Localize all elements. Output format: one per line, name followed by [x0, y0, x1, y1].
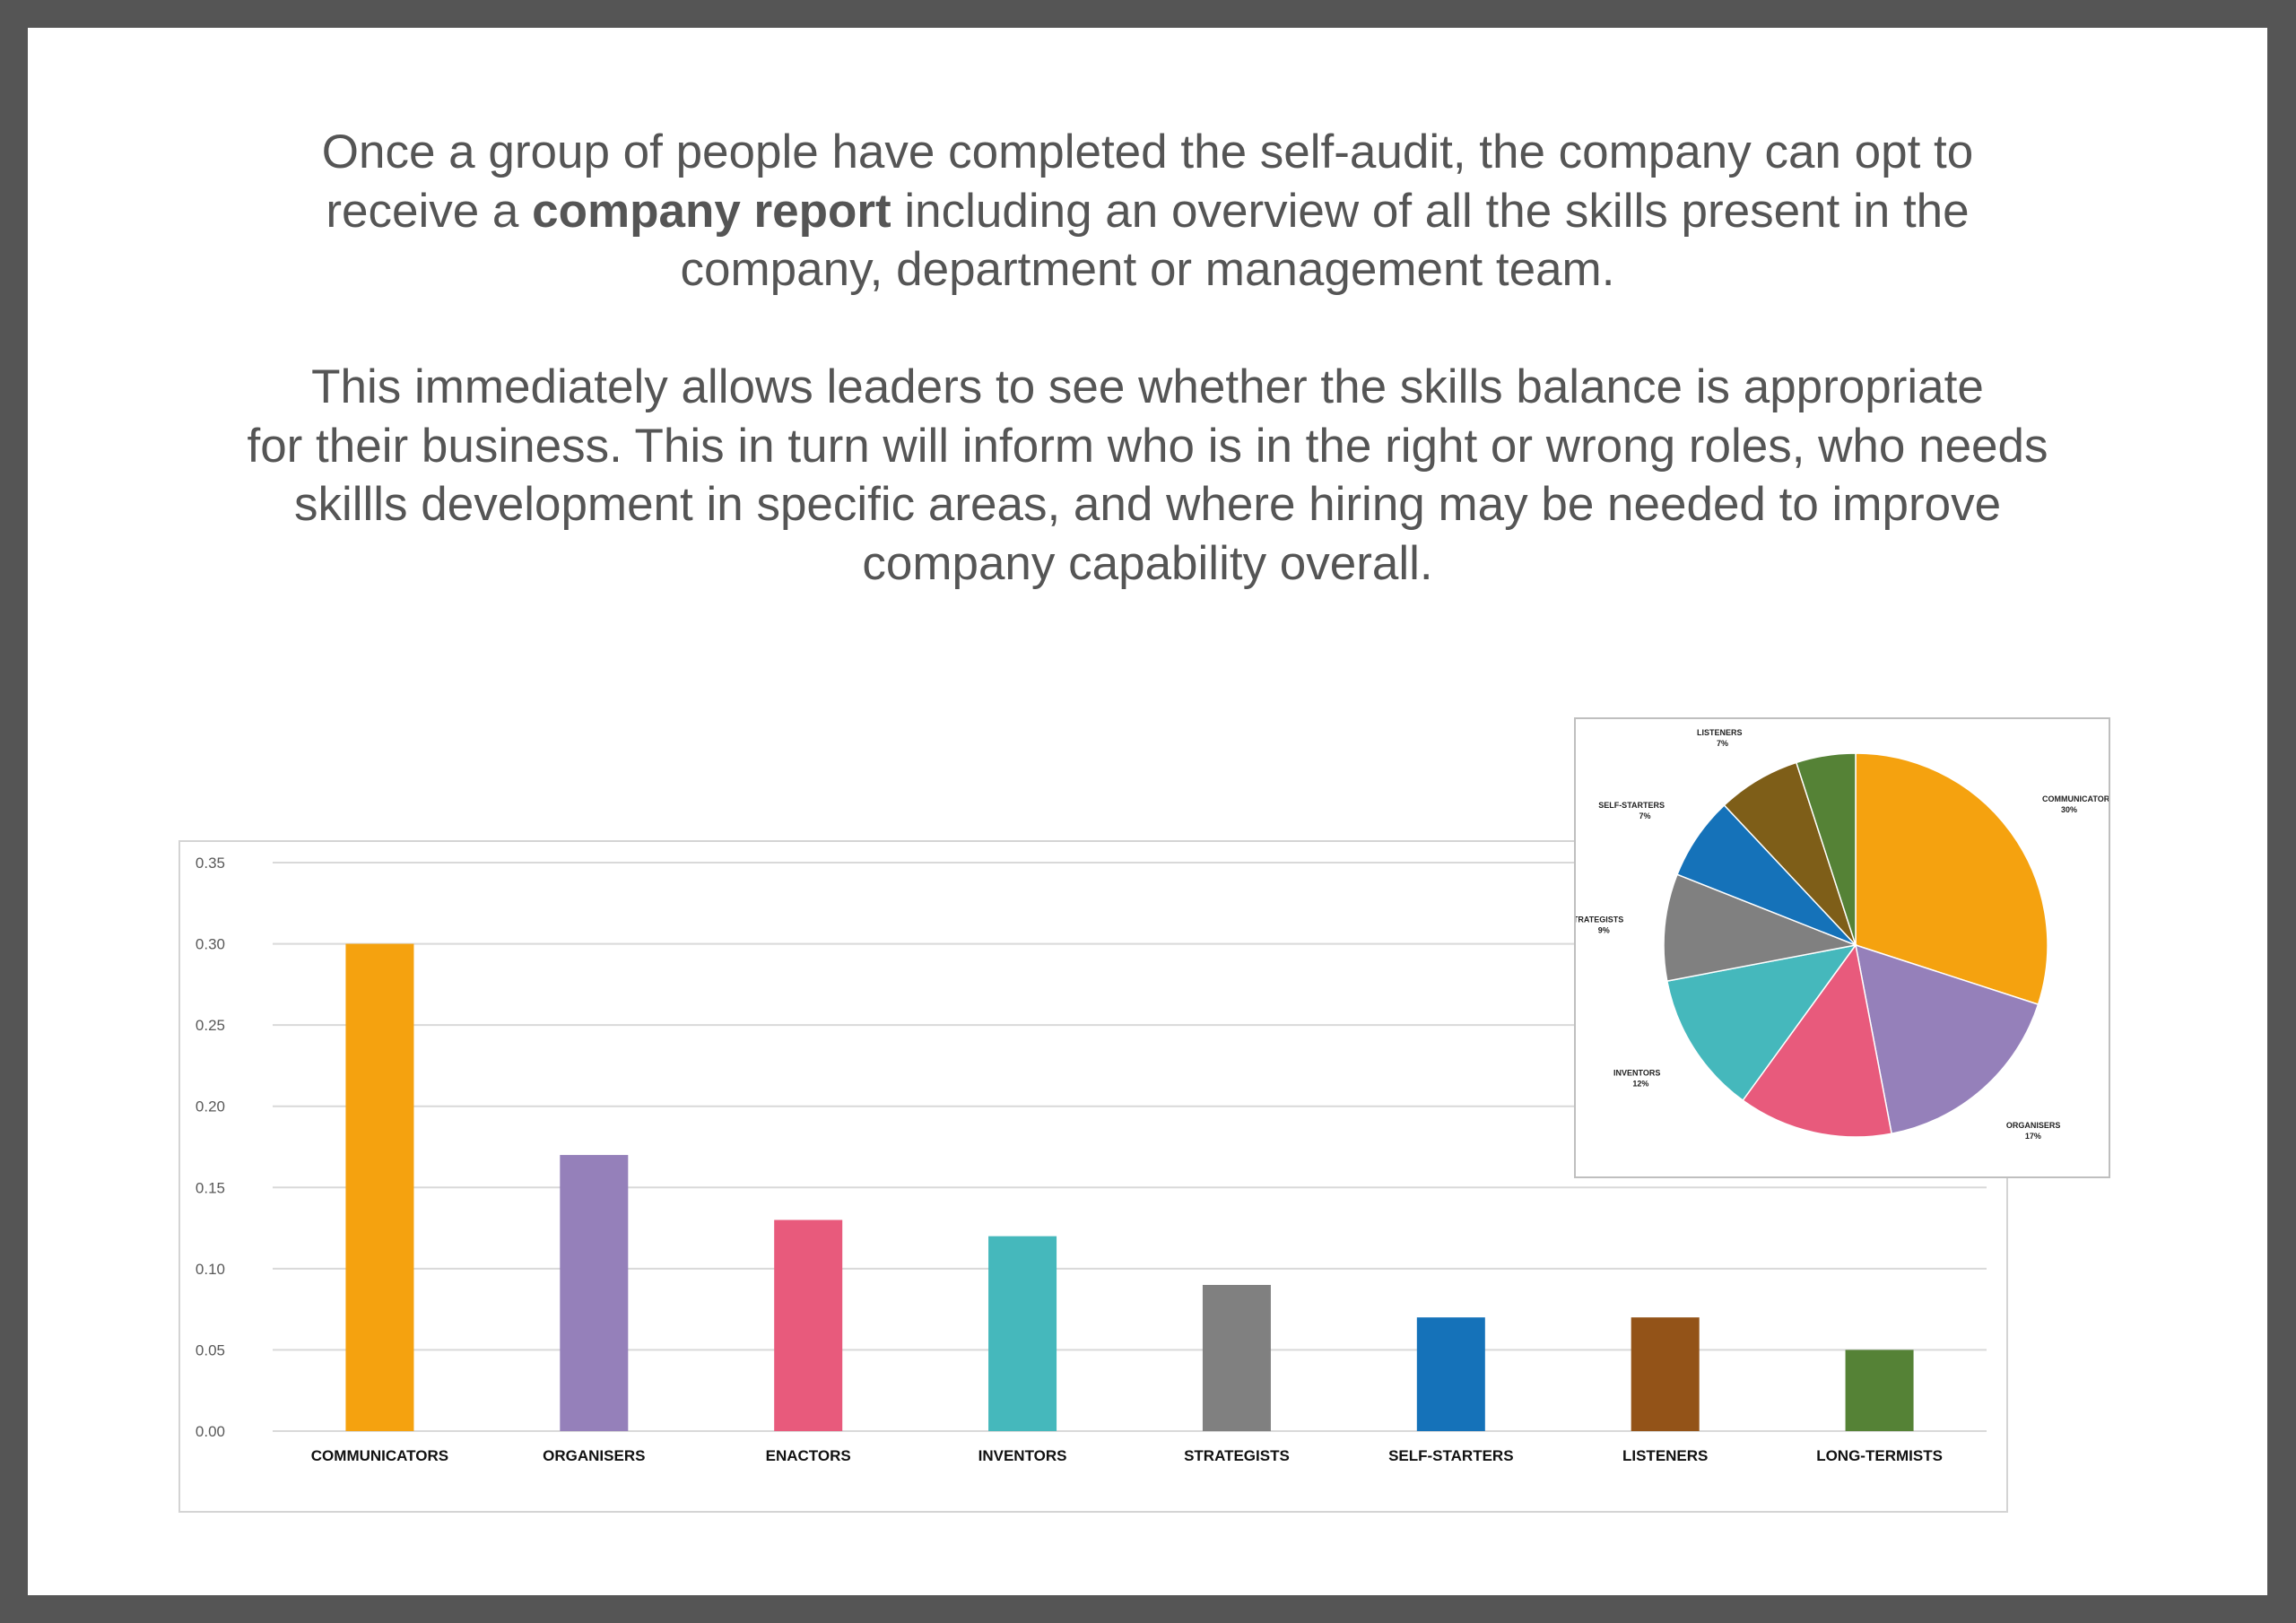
- y-tick-label: 0.35: [196, 855, 225, 872]
- pie-chart-panel: COMMUNICATORS30%ORGANISERS17%ENACTORS13%…: [1568, 697, 2115, 1195]
- x-tick-label: LONG-TERMISTS: [1816, 1447, 1943, 1464]
- x-tick-label: STRATEGISTS: [1184, 1447, 1290, 1464]
- emphasis-text: company report: [532, 184, 891, 238]
- x-tick-label: INVENTORS: [978, 1447, 1067, 1464]
- pie-slice-enactors: [1742, 943, 1892, 1138]
- pie-category-label: SELF-STARTERS: [1598, 801, 1665, 810]
- x-tick-label: LISTENERS: [1622, 1447, 1708, 1464]
- bar-long-termists: [1845, 1350, 1914, 1431]
- y-tick-label: 0.30: [196, 936, 225, 953]
- pie-value-label: 7%: [1639, 812, 1651, 820]
- para2-line: skillls development in specific areas, a…: [28, 475, 2267, 534]
- bar-organisers: [560, 1155, 629, 1431]
- pie-chart: COMMUNICATORS30%ORGANISERS17%ENACTORS13%…: [1568, 697, 2115, 1195]
- line-text: receive a: [326, 184, 533, 238]
- pie-slice-strategists: [1663, 873, 1858, 982]
- bar-inventors: [988, 1236, 1057, 1431]
- pie-category-label: INVENTORS: [1613, 1069, 1660, 1078]
- para1-line: receive a company report including an ov…: [28, 182, 2267, 241]
- pie-slice-communicators: [1855, 752, 2048, 1006]
- line-text: skillls development in specific areas, a…: [293, 478, 2002, 531]
- bar-chart: 0.00 0.05 0.10 0.15 0.20 0.25 0.30 0.35 COMMUNIC…: [196, 855, 1987, 1464]
- x-tick-label: SELF-STARTERS: [1388, 1447, 1513, 1464]
- line-text: Once a group of people have completed th…: [321, 126, 1974, 178]
- y-tick-label: 0.25: [196, 1017, 225, 1034]
- slide: Once a group of people have completed th…: [28, 28, 2267, 1595]
- pie-slice-long-termists: [1795, 752, 1857, 946]
- line-text: including an overview of all the skills …: [891, 184, 1970, 238]
- bar-communicators: [345, 943, 414, 1431]
- bar-enactors: [774, 1219, 843, 1431]
- pie-value-label: 17%: [2025, 1132, 2041, 1141]
- line-text: This immediately allows leaders to see w…: [311, 360, 1984, 413]
- line-text: company, department or management team.: [680, 243, 1615, 296]
- pie-slice-organisers: [1855, 943, 2039, 1135]
- para2-line: company capability overall.: [28, 534, 2267, 594]
- x-tick-label: COMMUNICATORS: [311, 1447, 448, 1464]
- para1-line: company, department or management team.: [28, 240, 2267, 299]
- line-text: company capability overall.: [862, 536, 1433, 590]
- para2-line: for their business. This in turn will in…: [28, 417, 2267, 476]
- line-text: for their business. This in turn will in…: [247, 419, 2048, 473]
- explanation-paragraph: This immediately allows leaders to see w…: [28, 358, 2267, 593]
- para2-line: This immediately allows leaders to see w…: [28, 358, 2267, 417]
- x-tick-label: ORGANISERS: [543, 1447, 645, 1464]
- y-tick-label: 0.20: [196, 1098, 225, 1115]
- y-tick-label: 0.10: [196, 1261, 225, 1278]
- bar-self-starters: [1416, 1317, 1485, 1431]
- pie-value-label: 30%: [2061, 805, 2077, 814]
- pie-category-label: STRATEGISTS: [1576, 915, 1623, 924]
- pie-value-label: 7%: [1717, 739, 1728, 748]
- pie-slice-inventors: [1665, 943, 1857, 1102]
- para1-line: Once a group of people have completed th…: [28, 123, 2267, 182]
- intro-paragraph: Once a group of people have completed th…: [28, 123, 2267, 299]
- y-tick-label: 0.05: [196, 1341, 225, 1358]
- pie-category-label: COMMUNICATORS: [2042, 794, 2109, 803]
- pie-category-label: ORGANISERS: [2006, 1121, 2061, 1130]
- bar-strategists: [1202, 1284, 1271, 1431]
- bar-listeners: [1631, 1317, 1700, 1431]
- y-tick-label: 0.15: [196, 1179, 225, 1196]
- x-tick-label: ENACTORS: [766, 1447, 851, 1464]
- pie-category-label: LISTENERS: [1697, 728, 1743, 737]
- y-tick-label: 0.00: [196, 1423, 225, 1440]
- pie-value-label: 9%: [1598, 925, 1610, 934]
- pie-value-label: 12%: [1632, 1080, 1648, 1089]
